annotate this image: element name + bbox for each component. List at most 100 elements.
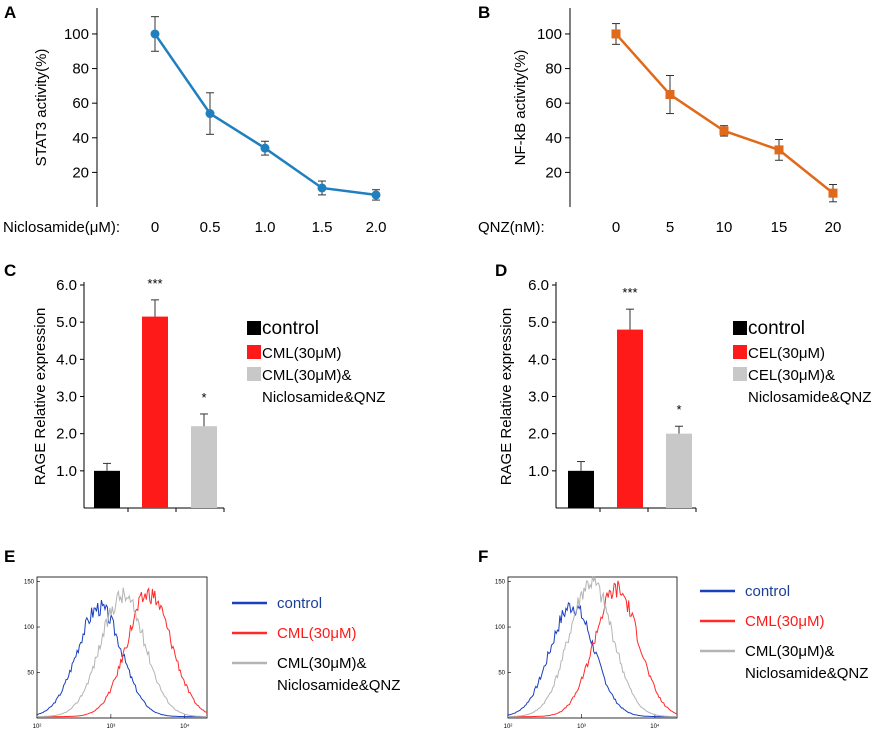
data-point <box>828 188 838 198</box>
histogram-curve <box>37 587 207 718</box>
legend-swatch <box>247 345 261 359</box>
legend-label: control <box>745 583 790 600</box>
data-point <box>150 29 160 39</box>
y-tick-label: 5.0 <box>528 314 549 331</box>
legend-label: CML(30μM) <box>277 625 356 642</box>
x-tick-label: 10³ <box>107 724 116 730</box>
x-tick-label: 0 <box>151 219 159 236</box>
x-axis-label: QNZ(nM): <box>478 219 545 236</box>
legend-swatch <box>247 321 261 335</box>
legend-label: CML(30μM) <box>745 613 824 630</box>
y-tick-label: 4.0 <box>56 351 77 368</box>
x-tick-label: 10 <box>716 219 733 236</box>
y-tick-label: 2.0 <box>528 426 549 443</box>
legend-label: control <box>277 595 322 612</box>
y-tick-label: 6.0 <box>528 277 549 294</box>
legend-swatch <box>733 321 747 335</box>
bar <box>666 433 692 508</box>
panel-label: A <box>4 3 16 22</box>
data-point <box>611 29 621 39</box>
y-tick-label: 40 <box>545 130 562 147</box>
legend-label: Niclosamide&QNZ <box>277 677 400 694</box>
data-point <box>260 143 270 153</box>
y-tick-label: 100 <box>24 625 35 631</box>
panel-label: E <box>4 547 15 566</box>
x-axis-label: Niclosamide(μM): <box>3 219 120 236</box>
legend-label: CML(30μM) <box>262 345 341 362</box>
x-tick-label: 5 <box>666 219 674 236</box>
bar <box>142 316 168 508</box>
data-point <box>371 190 381 200</box>
data-point <box>205 109 215 119</box>
x-tick-label: 1.5 <box>312 219 333 236</box>
y-tick-label: 80 <box>72 61 89 78</box>
x-tick-label: 20 <box>825 219 842 236</box>
y-tick-label: 20 <box>545 164 562 181</box>
y-axis-label: RAGE Relative expression <box>498 308 515 486</box>
legend-label: control <box>262 318 319 339</box>
x-tick-label: 2.0 <box>366 219 387 236</box>
y-tick-label: 40 <box>72 130 89 147</box>
data-point <box>665 90 675 100</box>
legend-label: CEL(30μM) <box>748 345 825 362</box>
y-tick-label: 50 <box>498 671 505 677</box>
significance-marker: * <box>201 390 206 405</box>
significance-marker: * <box>676 402 681 417</box>
bar <box>191 426 217 508</box>
bar <box>568 470 594 508</box>
y-tick-label: 3.0 <box>56 389 77 406</box>
x-tick-label: 10² <box>33 724 42 730</box>
legend-label: control <box>748 318 805 339</box>
x-tick-label: 10⁴ <box>180 723 190 730</box>
data-line <box>153 33 377 197</box>
panel-label: B <box>478 3 490 22</box>
histogram-curve <box>507 602 677 718</box>
y-tick-label: 6.0 <box>56 277 77 294</box>
panel-label: C <box>4 261 16 280</box>
y-tick-label: 60 <box>72 95 89 112</box>
x-tick-label: 15 <box>771 219 788 236</box>
y-tick-label: 1.0 <box>528 463 549 480</box>
plot-frame <box>36 576 208 719</box>
legend-label: CML(30μM)& <box>277 655 367 672</box>
legend-label: Niclosamide&QNZ <box>262 389 385 406</box>
y-tick-label: 150 <box>24 580 35 586</box>
y-tick-label: 60 <box>545 95 562 112</box>
x-tick-label: 1.0 <box>255 219 276 236</box>
data-line <box>615 33 834 195</box>
legend-label: Niclosamide&QNZ <box>748 389 871 406</box>
legend-swatch <box>733 367 747 381</box>
histogram-curve <box>508 580 678 718</box>
panel-label: F <box>478 547 488 566</box>
y-tick-label: 80 <box>545 61 562 78</box>
legend-label: Niclosamide&QNZ <box>745 665 868 682</box>
legend-swatch <box>733 345 747 359</box>
x-tick-label: 0.5 <box>200 219 221 236</box>
x-tick-label: 10² <box>504 724 513 730</box>
plot-frame <box>507 576 678 719</box>
x-tick-label: 10³ <box>577 724 586 730</box>
y-tick-label: 2.0 <box>56 426 77 443</box>
y-tick-label: 20 <box>72 164 89 181</box>
histogram-curve <box>508 575 677 718</box>
histogram-curve <box>37 586 208 718</box>
y-tick-label: 100 <box>64 26 89 43</box>
y-tick-label: 100 <box>537 26 562 43</box>
histogram-curve <box>36 599 207 718</box>
x-tick-label: 0 <box>612 219 620 236</box>
panel-label: D <box>495 261 507 280</box>
y-tick-label: 100 <box>495 625 506 631</box>
legend-label: CML(30μM)& <box>262 367 352 384</box>
y-tick-label: 1.0 <box>56 463 77 480</box>
legend-label: CML(30μM)& <box>745 643 835 660</box>
data-point <box>719 126 729 136</box>
x-tick-label: 10⁴ <box>650 723 660 730</box>
y-tick-label: 150 <box>495 580 506 586</box>
y-tick-label: 50 <box>27 671 34 677</box>
y-axis-label: RAGE Relative expression <box>32 308 49 486</box>
y-axis-label: STAT3 activity(%) <box>33 49 50 167</box>
significance-marker: *** <box>147 276 162 291</box>
y-axis-label: NF-kB activity(%) <box>512 50 529 166</box>
data-point <box>774 145 784 155</box>
